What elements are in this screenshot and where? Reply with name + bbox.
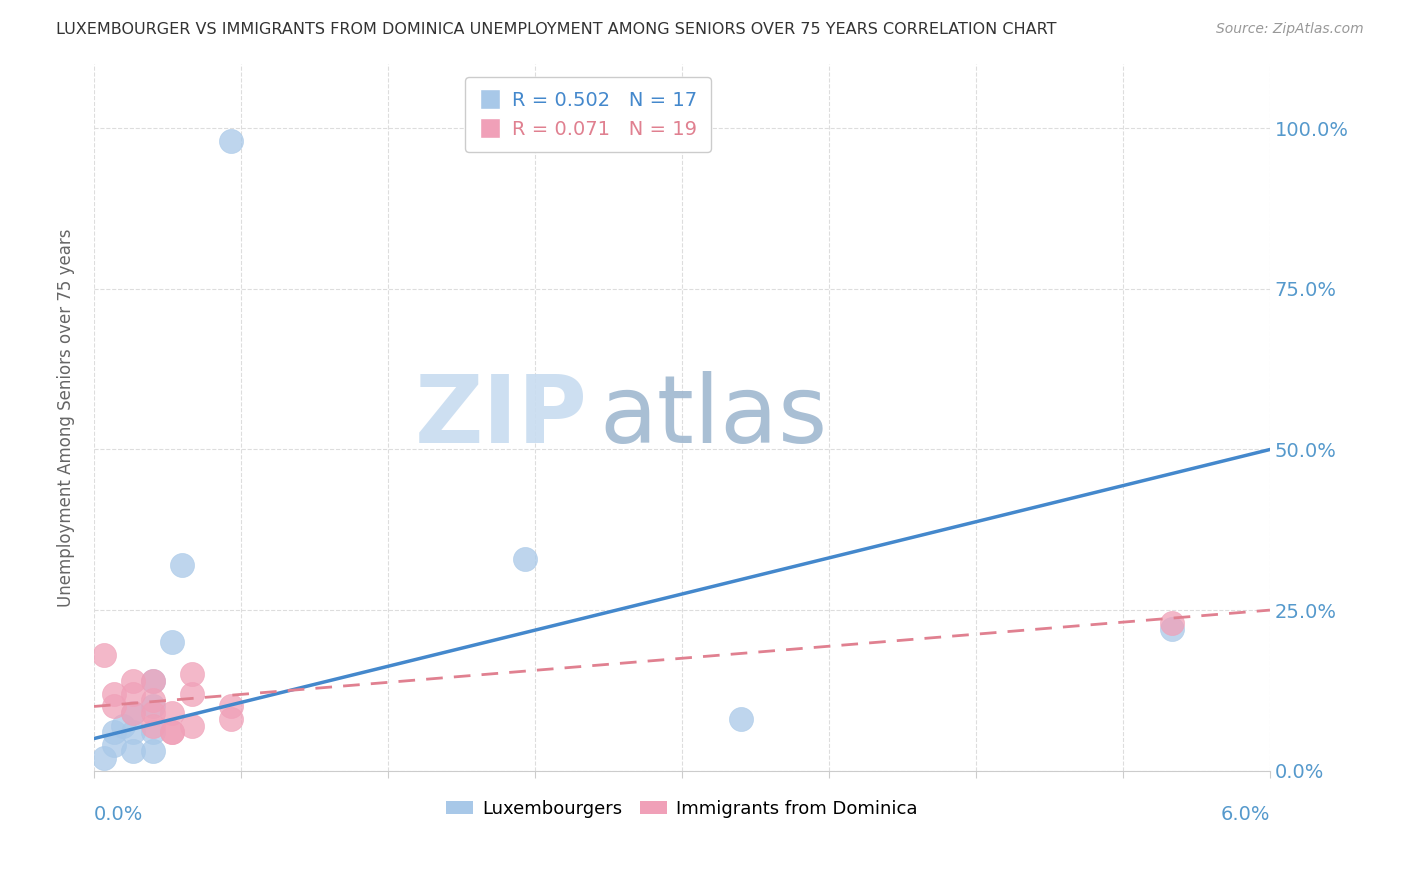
Point [162, 725, 184, 739]
Point [122, 687, 145, 701]
Point [219, 134, 242, 148]
Point [93, 648, 115, 662]
Point [103, 725, 125, 739]
Point [103, 687, 125, 701]
Point [122, 725, 145, 739]
Point [730, 712, 752, 726]
Text: LUXEMBOURGER VS IMMIGRANTS FROM DOMINICA UNEMPLOYMENT AMONG SENIORS OVER 75 YEAR: LUXEMBOURGER VS IMMIGRANTS FROM DOMINICA… [56, 22, 1057, 37]
Y-axis label: Unemployment Among Seniors over 75 years: Unemployment Among Seniors over 75 years [58, 228, 75, 607]
Point [142, 693, 165, 707]
Point [122, 744, 145, 758]
Point [162, 725, 184, 739]
Point [93, 751, 115, 765]
Point [142, 706, 165, 720]
Point [1161, 623, 1184, 637]
Point [142, 719, 165, 733]
Point [142, 744, 165, 758]
Point [103, 738, 125, 752]
Point [142, 725, 165, 739]
Point [162, 706, 184, 720]
Point [181, 687, 204, 701]
Point [219, 712, 242, 726]
Point [162, 635, 184, 649]
Point [181, 667, 204, 681]
Text: Source: ZipAtlas.com: Source: ZipAtlas.com [1216, 22, 1364, 37]
Legend: Luxembourgers, Immigrants from Dominica: Luxembourgers, Immigrants from Dominica [439, 793, 925, 825]
Text: 0.0%: 0.0% [94, 805, 143, 824]
Point [122, 673, 145, 688]
Point [181, 719, 204, 733]
Point [142, 673, 165, 688]
Text: ZIP: ZIP [415, 371, 588, 463]
Point [142, 673, 165, 688]
Point [219, 699, 242, 714]
Point [112, 719, 135, 733]
Point [122, 706, 145, 720]
Point [122, 706, 145, 720]
Text: 6.0%: 6.0% [1220, 805, 1270, 824]
Point [172, 558, 194, 573]
Point [103, 699, 125, 714]
Point [513, 551, 536, 566]
Point [142, 699, 165, 714]
Point [1161, 615, 1184, 630]
Text: atlas: atlas [599, 371, 828, 463]
